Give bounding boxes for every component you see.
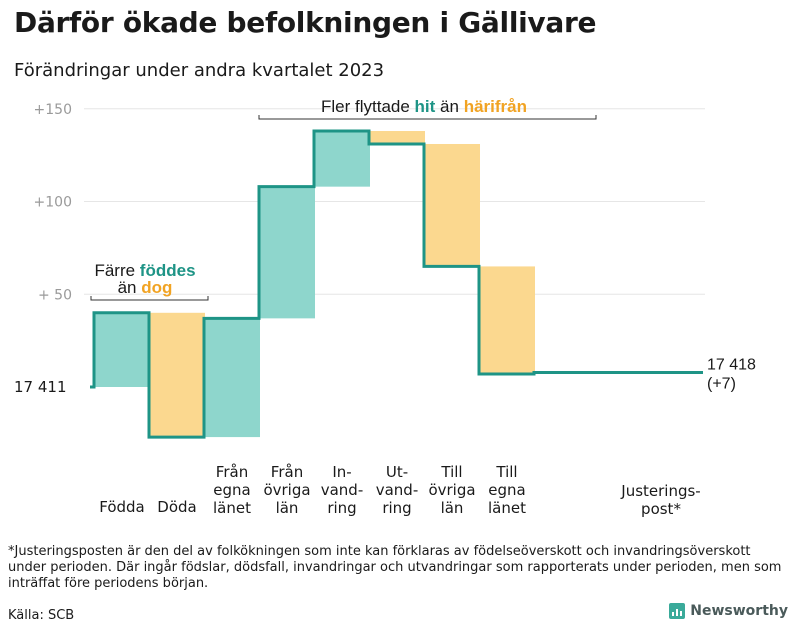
annotation-births-line2: än dog [118,278,173,297]
waterfall-step-line: 17 418 (+7) [90,129,756,439]
chart-title: Därför ökade befolkningen i Gällivare [14,6,597,39]
brand-logo: Newsworthy [669,603,788,619]
bar-tillegnalänet [479,266,535,375]
x-label-1: Döda [157,498,196,516]
annotation-bracket-migration [258,115,597,120]
bar-utvandring [369,131,425,144]
bar-frånegnalänet [204,318,260,438]
gridlines [84,108,705,295]
annotation-migration: Fler flyttade hit än härifrån [321,97,527,116]
annotation-births-line1: Färre föddes [94,261,195,280]
base-value-label: 17 411 [14,378,67,396]
x-axis-labels: Födda Döda Från egna länet Från övriga län In-va… [99,463,700,518]
bar-invandring [314,131,370,187]
bar-frånövrigalän [259,186,315,319]
annotation-bracket-births [90,296,209,301]
chart-subtitle: Förändringar under andra kvartalet 2023 [14,60,385,81]
waterfall-bars [94,131,535,438]
y-axis-ticks: + 50 +100 +150 17 411 [14,102,72,396]
x-label-7: Till egna länet [488,463,526,517]
y-tick-label: +100 [34,195,72,211]
brand-name: Newsworthy [690,603,788,619]
bar-födda [94,312,150,387]
source-note: Källa: SCB [8,608,75,623]
bar-tillövrigalän [424,143,480,267]
x-label-2: Från egna länet [213,463,251,517]
x-label-4: In-vand-ring [321,463,364,517]
x-label-8: Justerings-post* [620,482,700,518]
x-label-3: Från övriga län [263,463,310,517]
bar-chart-icon [669,603,686,619]
footnote: *Justeringsposten är den del av folkökni… [8,544,782,591]
x-label-0: Födda [99,498,145,516]
end-value-label: 17 418 (+7) [707,357,756,393]
y-tick-label: + 50 [38,287,72,303]
cumulative-step-line [90,129,703,439]
x-label-5: Ut-vand-ring [376,463,419,517]
x-label-6: Till övriga län [428,463,475,517]
bar-döda [149,312,205,438]
y-tick-label: +150 [34,102,72,118]
